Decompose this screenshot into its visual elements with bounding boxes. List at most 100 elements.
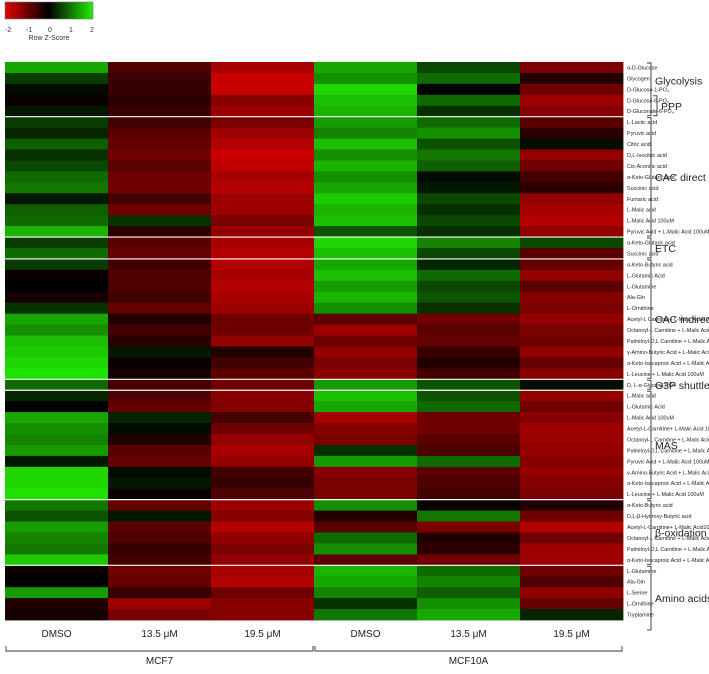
heatmap-cell	[108, 368, 212, 380]
heatmap-cell	[211, 313, 315, 325]
row-label: D,L-β-Hydroxy-Butyric acid	[627, 514, 692, 520]
heatmap-cell	[314, 554, 418, 566]
heatmap-cell	[417, 565, 521, 577]
row-label: Pyruvic Acid + L-Malic Acid 100uM	[627, 230, 709, 236]
row-label: α-Keto-Isocaproic Acid + L-Malic Acid 10…	[627, 481, 709, 487]
heatmap-cell	[417, 576, 521, 588]
heatmap-cell	[314, 105, 418, 118]
heatmap-cell	[314, 116, 418, 129]
heatmap-cell	[108, 226, 212, 238]
heatmap-cell	[314, 182, 418, 194]
heatmap-cell	[108, 587, 212, 599]
heatmap-cell	[417, 444, 521, 457]
heatmap-cell	[108, 269, 212, 282]
heatmap-cell	[417, 423, 521, 435]
column-group-labels: MCF7 MCF10A	[5, 646, 623, 667]
heatmap-cell	[211, 204, 315, 216]
heatmap-cell	[108, 477, 212, 490]
pathway-bracket	[647, 500, 652, 565]
column-label: 13.5 μM	[450, 629, 486, 640]
heatmap-cell	[520, 171, 624, 183]
heatmap-cell	[108, 291, 212, 304]
heatmap-cell	[314, 149, 418, 161]
heatmap-cell	[520, 62, 624, 74]
heatmap-cell	[314, 313, 418, 325]
heatmap-cell	[417, 390, 521, 402]
heatmap-cell	[5, 313, 109, 325]
heatmap-cell	[520, 324, 624, 336]
heatmap-cell	[417, 226, 521, 238]
heatmap-cell	[417, 477, 521, 490]
heatmap-cell	[108, 532, 212, 544]
pathway-bracket	[647, 390, 652, 500]
legend-tick-label: 0	[48, 27, 52, 34]
heatmap-cell	[417, 521, 521, 533]
row-label: Tryptamine	[627, 613, 654, 619]
heatmap-cell	[211, 72, 315, 85]
pathway-label: Glycolysis	[655, 76, 702, 88]
heatmap-cell	[5, 302, 109, 315]
heatmap-cell	[5, 609, 109, 621]
heatmap-cell	[211, 258, 315, 271]
heatmap-cell	[5, 258, 109, 271]
heatmap-cell	[211, 62, 315, 74]
row-label: L-Glutamic Acid	[627, 405, 665, 411]
heatmap-cell	[314, 455, 418, 468]
heatmap-cell	[211, 609, 315, 621]
heatmap-cell	[520, 346, 624, 358]
heatmap-cell	[314, 357, 418, 369]
column-label: DMSO	[42, 629, 72, 640]
legend-gradient-bar	[4, 1, 94, 20]
heatmap-cell	[520, 543, 624, 555]
heatmap-cell	[5, 488, 109, 501]
heatmap-cell	[417, 313, 521, 325]
pathway-label: Amino acids	[655, 593, 709, 605]
legend-title: Row Z-Score	[29, 35, 70, 42]
heatmap-cell	[314, 379, 418, 391]
heatmap-cell	[520, 521, 624, 533]
heatmap-cell	[417, 357, 521, 369]
heatmap-cell	[108, 302, 212, 315]
heatmap-cell	[108, 390, 212, 402]
row-label: L-Glutamic Acid	[627, 273, 665, 279]
heatmap-cell	[314, 324, 418, 336]
heatmap-cell	[314, 598, 418, 610]
heatmap-cell	[314, 215, 418, 227]
heatmap-cell	[314, 444, 418, 457]
heatmap-cell	[211, 193, 315, 205]
heatmap-cell	[108, 554, 212, 566]
heatmap-cell	[5, 226, 109, 238]
legend-tick-label: 2	[90, 27, 94, 34]
heatmap-cell	[417, 466, 521, 479]
heatmap-cell	[5, 248, 109, 260]
heatmap-cell	[417, 138, 521, 150]
heatmap-cell	[314, 423, 418, 435]
row-label: Acetyl-L-Carnitine+ L-Malic Acid 100uM	[627, 427, 709, 433]
heatmap-cell	[520, 116, 624, 129]
heatmap-cell	[108, 149, 212, 161]
heatmap-cell	[314, 609, 418, 621]
heatmap-cell	[108, 576, 212, 588]
heatmap-cell	[520, 412, 624, 424]
heatmap-cell	[211, 302, 315, 315]
heatmap-cell	[5, 215, 109, 227]
heatmap-cell	[520, 401, 624, 413]
heatmap-cell	[417, 346, 521, 358]
pathway-label: PPP	[661, 101, 682, 113]
heatmap-cell	[5, 357, 109, 369]
heatmap-cell	[211, 587, 315, 599]
heatmap-cell	[520, 313, 624, 325]
pathway-label: CAC indirect	[655, 314, 709, 326]
heatmap-cell	[520, 357, 624, 369]
heatmap-cell	[417, 193, 521, 205]
heatmap-cell	[520, 237, 624, 249]
heatmap-cell	[520, 587, 624, 599]
heatmap-cell	[520, 554, 624, 566]
heatmap-cell	[520, 434, 624, 446]
heatmap-cell	[417, 94, 521, 107]
heatmap-cell	[520, 532, 624, 544]
heatmap-cell	[211, 488, 315, 501]
heatmap-cell	[417, 116, 521, 129]
row-label: Succinic acid	[627, 186, 658, 192]
